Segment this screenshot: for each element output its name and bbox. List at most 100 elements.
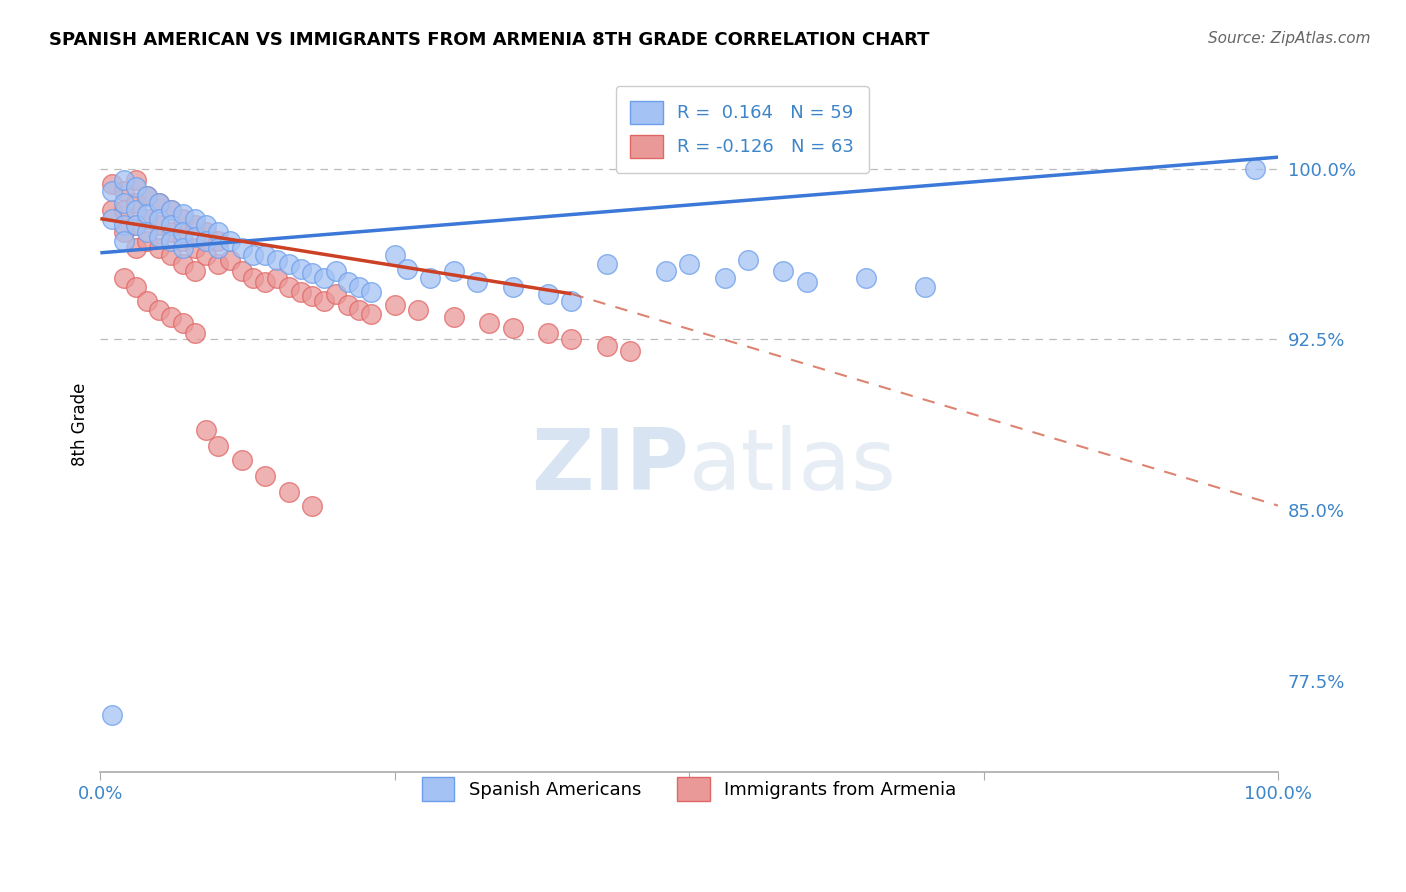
Point xyxy=(112,184,135,198)
Text: SPANISH AMERICAN VS IMMIGRANTS FROM ARMENIA 8TH GRADE CORRELATION CHART: SPANISH AMERICAN VS IMMIGRANTS FROM ARME… xyxy=(49,31,929,49)
Point xyxy=(148,195,170,210)
Point xyxy=(125,173,148,187)
Point xyxy=(160,202,183,217)
Point xyxy=(336,298,359,312)
Point xyxy=(596,257,619,271)
Point xyxy=(254,248,277,262)
Point xyxy=(160,248,183,262)
Point xyxy=(301,499,323,513)
Point xyxy=(172,241,194,255)
Point xyxy=(1243,161,1265,176)
Point xyxy=(465,276,488,290)
Point xyxy=(148,241,170,255)
Point xyxy=(183,326,205,340)
Point xyxy=(231,453,253,467)
Point xyxy=(136,225,159,239)
Point xyxy=(231,241,253,255)
Point xyxy=(242,271,264,285)
Point xyxy=(125,280,148,294)
Point xyxy=(101,708,124,723)
Point xyxy=(242,248,264,262)
Point xyxy=(172,317,194,331)
Point xyxy=(360,285,382,299)
Point xyxy=(195,248,218,262)
Point xyxy=(195,424,218,438)
Point xyxy=(325,264,347,278)
Point xyxy=(183,230,205,244)
Point xyxy=(172,225,194,239)
Point xyxy=(654,264,676,278)
Point xyxy=(125,179,148,194)
Point xyxy=(148,211,170,226)
Point xyxy=(136,235,159,249)
Point xyxy=(266,252,288,267)
Point xyxy=(125,219,148,233)
Point xyxy=(219,235,242,249)
Point xyxy=(314,271,336,285)
Point xyxy=(254,276,277,290)
Point xyxy=(207,257,229,271)
Point xyxy=(148,230,170,244)
Point xyxy=(772,264,794,278)
Text: Source: ZipAtlas.com: Source: ZipAtlas.com xyxy=(1208,31,1371,46)
Point xyxy=(112,235,135,249)
Point xyxy=(254,469,277,483)
Point xyxy=(231,264,253,278)
Point xyxy=(112,173,135,187)
Point xyxy=(160,310,183,324)
Text: ZIP: ZIP xyxy=(531,425,689,508)
Point xyxy=(314,293,336,308)
Point xyxy=(502,280,524,294)
Point xyxy=(112,225,135,239)
Point xyxy=(277,280,299,294)
Point xyxy=(207,439,229,453)
Point xyxy=(172,235,194,249)
Point xyxy=(125,219,148,233)
Point xyxy=(112,195,135,210)
Point xyxy=(136,293,159,308)
Point xyxy=(112,271,135,285)
Point xyxy=(349,302,371,317)
Point xyxy=(336,276,359,290)
Point xyxy=(125,202,148,217)
Point xyxy=(277,485,299,500)
Point xyxy=(619,343,641,358)
Point xyxy=(796,276,818,290)
Point xyxy=(136,207,159,221)
Point xyxy=(219,252,242,267)
Point xyxy=(148,302,170,317)
Point xyxy=(207,241,229,255)
Point xyxy=(301,266,323,280)
Point xyxy=(502,321,524,335)
Point xyxy=(419,271,441,285)
Legend: Spanish Americans, Immigrants from Armenia: Spanish Americans, Immigrants from Armen… xyxy=(408,763,972,815)
Point xyxy=(560,332,582,346)
Point xyxy=(125,241,148,255)
Point xyxy=(136,211,159,226)
Point xyxy=(183,241,205,255)
Point xyxy=(172,207,194,221)
Point xyxy=(737,252,759,267)
Point xyxy=(443,264,465,278)
Point xyxy=(384,298,406,312)
Point xyxy=(678,257,700,271)
Point xyxy=(855,271,877,285)
Point xyxy=(408,302,430,317)
Point xyxy=(207,225,229,239)
Point xyxy=(914,280,936,294)
Point xyxy=(125,195,148,210)
Point xyxy=(384,248,406,262)
Text: atlas: atlas xyxy=(689,425,897,508)
Point xyxy=(160,235,183,249)
Point xyxy=(277,257,299,271)
Point xyxy=(266,271,288,285)
Point xyxy=(325,286,347,301)
Point xyxy=(172,257,194,271)
Point xyxy=(148,195,170,210)
Point xyxy=(160,225,183,239)
Point xyxy=(136,189,159,203)
Point xyxy=(112,202,135,217)
Point xyxy=(537,326,560,340)
Point xyxy=(395,261,418,276)
Point xyxy=(183,219,205,233)
